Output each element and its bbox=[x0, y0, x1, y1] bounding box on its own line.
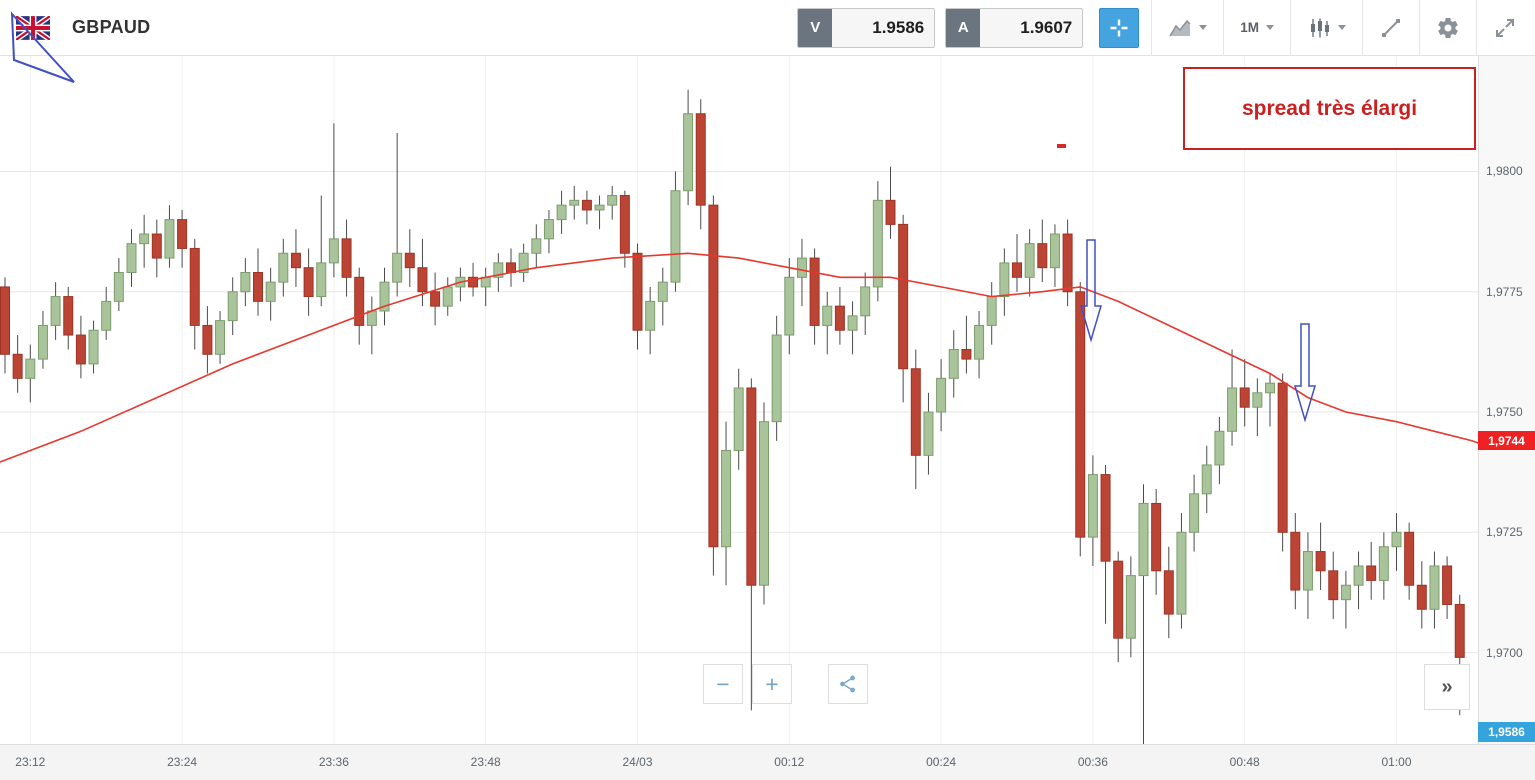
timeframe-dropdown[interactable]: 1M bbox=[1223, 0, 1290, 56]
settings-button[interactable] bbox=[1419, 0, 1476, 56]
area-chart-icon bbox=[1169, 19, 1191, 36]
share-button[interactable] bbox=[828, 664, 868, 704]
time-tick-label: 01:00 bbox=[1381, 755, 1412, 769]
gbpaud-flag-icon bbox=[16, 15, 50, 40]
gear-icon bbox=[1438, 17, 1458, 38]
price-tick-label: 1,9725 bbox=[1486, 525, 1523, 540]
sell-quote-button[interactable]: V 1.9586 bbox=[797, 7, 936, 48]
time-tick-label: 00:36 bbox=[1077, 755, 1108, 769]
buy-quote-button[interactable]: A 1.9607 bbox=[945, 7, 1084, 48]
expand-icon bbox=[1496, 18, 1514, 37]
fullscreen-button[interactable] bbox=[1476, 0, 1535, 56]
share-icon bbox=[840, 675, 855, 693]
timeframe-label: 1M bbox=[1240, 20, 1259, 35]
spread-annotation: spread très élargi bbox=[1183, 67, 1476, 150]
crosshair-tool-button[interactable] bbox=[1099, 7, 1140, 48]
candle-style-dropdown[interactable] bbox=[1290, 0, 1362, 56]
price-axis: 1,9800 1,9775 1,9750 1,9725 1,9700 bbox=[1478, 56, 1535, 744]
trendline-icon bbox=[1382, 18, 1400, 37]
sell-label: V bbox=[798, 8, 833, 47]
toolbar: GBPAUD V 1.9586 A 1.9607 1M bbox=[0, 0, 1535, 56]
buy-label: A bbox=[946, 8, 981, 47]
time-tick-label: 24/03 bbox=[622, 755, 653, 769]
instrument-symbol: GBPAUD bbox=[72, 17, 151, 37]
crosshair-icon bbox=[1110, 19, 1128, 36]
current-price-badge: 1,9586 bbox=[1478, 722, 1535, 742]
time-tick-label: 23:12 bbox=[15, 755, 46, 769]
drawing-tools-button[interactable] bbox=[1362, 0, 1419, 56]
candlestick-canvas bbox=[0, 56, 1478, 744]
time-tick-label: 00:48 bbox=[1229, 755, 1260, 769]
price-tick-label: 1,9700 bbox=[1486, 645, 1523, 660]
collapse-panel-button[interactable]: » bbox=[1424, 664, 1470, 710]
time-tick-label: 23:48 bbox=[470, 755, 501, 769]
time-tick-label: 00:12 bbox=[774, 755, 805, 769]
sell-price: 1.9586 bbox=[872, 17, 925, 37]
price-tick-label: 1,9800 bbox=[1486, 164, 1523, 179]
price-tick-label: 1,9775 bbox=[1486, 284, 1523, 299]
chevron-down-icon bbox=[1266, 25, 1274, 30]
buy-price: 1.9607 bbox=[1020, 17, 1073, 37]
time-tick-label: 23:36 bbox=[318, 755, 349, 769]
chevron-down-icon bbox=[1199, 25, 1208, 30]
price-chart[interactable] bbox=[0, 56, 1478, 744]
chevron-down-icon bbox=[1338, 25, 1346, 30]
time-axis: 23:12 23:24 23:36 23:48 24/03 00:12 00:24 00:36… bbox=[0, 744, 1535, 780]
zoom-out-button[interactable]: − bbox=[703, 664, 743, 704]
time-tick-label: 23:24 bbox=[167, 755, 198, 769]
zoom-controls: − + bbox=[703, 664, 868, 704]
zoom-in-button[interactable]: + bbox=[752, 664, 792, 704]
price-tick-label: 1,9750 bbox=[1486, 405, 1523, 420]
chart-type-dropdown[interactable] bbox=[1151, 0, 1223, 56]
last-price-badge: 1,9744 bbox=[1478, 431, 1535, 451]
candlestick-icon bbox=[1311, 18, 1329, 37]
time-tick-label: 00:24 bbox=[926, 755, 957, 769]
